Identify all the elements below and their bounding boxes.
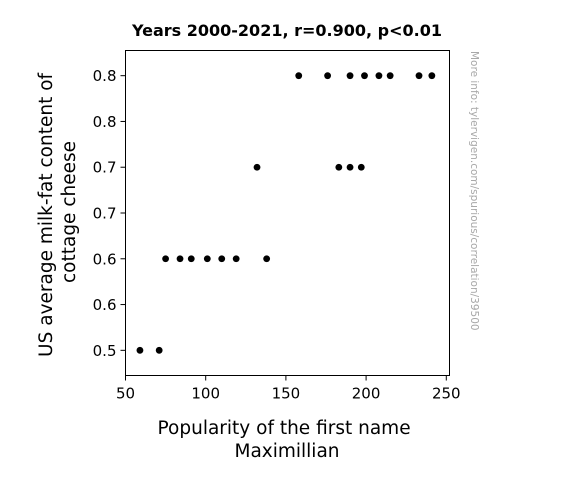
data-point [218,255,226,263]
y-axis-label-line-1: US average milk-fat content of [36,72,57,356]
data-point [176,255,184,263]
x-tick-label: 50 [116,385,135,403]
chart-title: Years 2000-2021, r=0.900, p<0.01 [131,21,442,40]
data-point [346,72,354,80]
data-point [324,72,331,80]
data-point [187,255,195,263]
data-point [428,72,436,80]
y-tick-label: 0.6 [93,296,117,314]
watermark-text: More info: tylervigen.com/spurious/corre… [468,51,480,331]
y-tick-label: 0.8 [93,67,117,85]
x-axis-label: Popularity of the first name Maximillian [158,418,417,462]
data-point [361,72,368,80]
x-axis-label-line-1: Popularity of the first name [158,418,411,439]
x-tick-label: 150 [272,385,301,403]
plot-area [125,50,450,376]
data-point [155,346,163,354]
data-point [415,72,423,80]
x-tick-label: 200 [352,385,381,403]
y-tick-label: 0.6 [93,250,117,268]
y-tick-label: 0.7 [93,159,117,177]
data-point [386,72,394,80]
data-point [346,163,354,171]
data-point [295,72,303,80]
data-point [357,163,365,171]
x-tick-label: 250 [432,385,461,403]
data-point [375,72,383,80]
y-tick-label: 0.8 [93,113,117,131]
data-point [263,255,271,263]
data-point [136,346,144,354]
x-axis-label-line-2: Maximillian [234,441,339,462]
y-axis: 0.5 0.6 0.6 0.7 0.7 0.8 0.8 [93,67,126,360]
data-point [232,255,240,263]
y-axis-label: US average milk-fat content of cottage c… [36,67,80,357]
y-axis-label-line-2: cottage cheese [59,141,80,283]
data-point [203,255,211,263]
x-tick-label: 100 [191,385,220,403]
y-tick-label: 0.7 [93,205,117,223]
data-point [162,255,169,263]
x-axis: 50 100 150 200 250 [116,375,461,403]
data-points [136,72,436,354]
y-tick-label: 0.5 [93,342,117,360]
data-point [335,163,343,171]
data-point [253,163,261,171]
